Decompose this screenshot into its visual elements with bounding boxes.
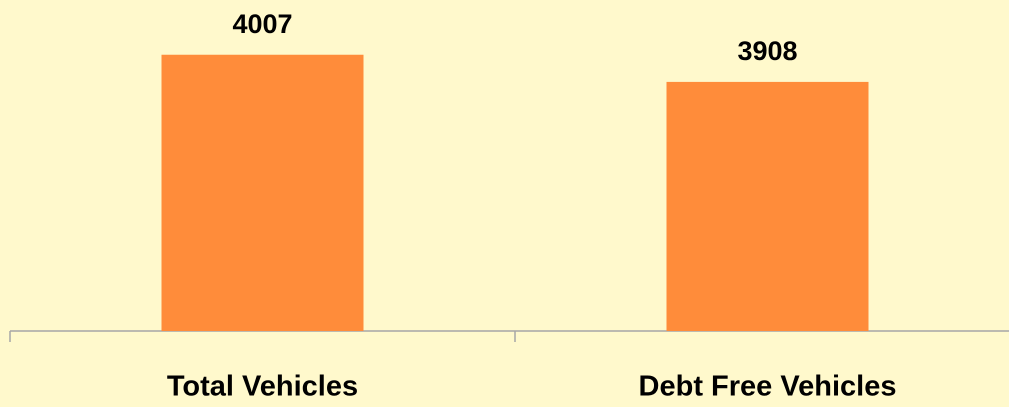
value-label: 3908 xyxy=(737,36,797,66)
bar xyxy=(666,81,869,332)
x-tick-label: Debt Free Vehicles xyxy=(639,371,897,403)
value-label: 4007 xyxy=(232,9,292,39)
x-tick-label: Total Vehicles xyxy=(167,371,358,403)
bar xyxy=(161,54,364,332)
